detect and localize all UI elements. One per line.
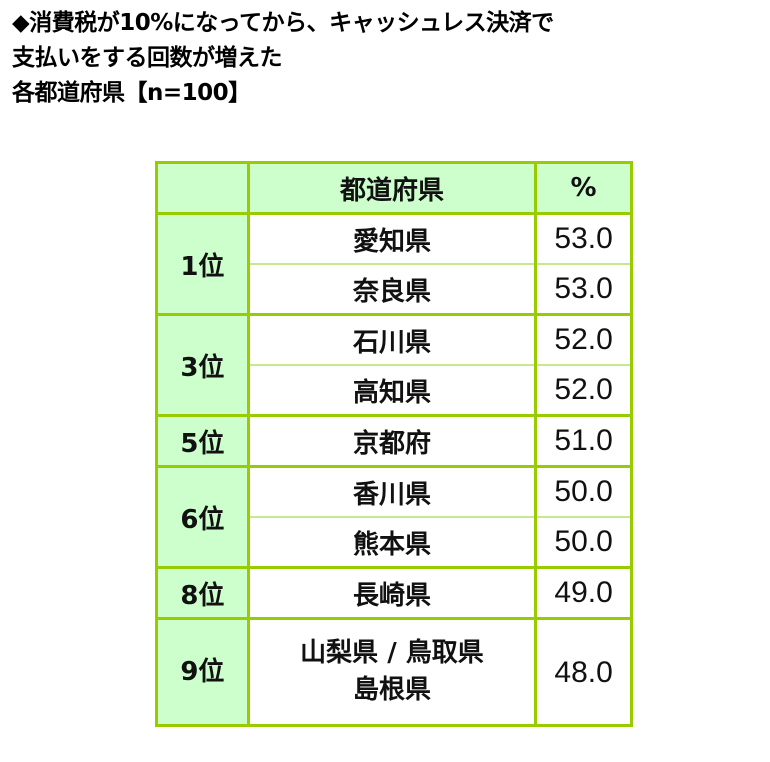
value-cell: 52.0 <box>534 313 633 366</box>
prefecture-cell: 山梨県 / 鳥取県 島根県 <box>246 617 538 727</box>
rank-cell: 5位 <box>155 414 250 468</box>
prefecture-cell: 奈良県 <box>246 263 538 316</box>
header-prefecture: 都道府県 <box>246 161 538 215</box>
prefecture-cell: 愛知県 <box>246 212 538 265</box>
table-row: 8位 長崎県 49.0 <box>155 566 633 620</box>
rank-cell: 6位 <box>155 465 250 569</box>
rank-cell: 9位 <box>155 617 250 727</box>
prefecture-cell: 香川県 <box>246 465 538 518</box>
table-row: 6位 香川県 50.0 <box>155 465 633 569</box>
table-row: 9位 山梨県 / 鳥取県 島根県 48.0 <box>155 617 633 727</box>
ranking-table: 都道府県 % 1位 愛知県 53.0 奈良県 53.0 3位 石川県 52.0 … <box>155 161 633 727</box>
header-rank <box>155 161 250 215</box>
value-cell: 53.0 <box>534 212 633 265</box>
value-cell: 50.0 <box>534 465 633 518</box>
prefecture-cell: 長崎県 <box>246 566 538 620</box>
title-line: ◆消費税が10%になってから、キャッシュレス決済で <box>12 10 554 36</box>
value-cell: 48.0 <box>534 617 633 727</box>
value-cell: 52.0 <box>534 364 633 417</box>
title-line: 各都道府県【n=100】 <box>12 80 251 106</box>
prefecture-cell: 京都府 <box>246 414 538 468</box>
table-row: 1位 愛知県 53.0 <box>155 212 633 316</box>
rank-cell: 8位 <box>155 566 250 620</box>
prefecture-cell: 石川県 <box>246 313 538 366</box>
rank-cell: 1位 <box>155 212 250 316</box>
header-row: 都道府県 % <box>155 161 633 215</box>
value-cell: 53.0 <box>534 263 633 316</box>
table-row: 奈良県 53.0 <box>157 263 633 316</box>
page-title: ◆消費税が10%になってから、キャッシュレス決済で 支払いをする回数が増えた 各… <box>12 6 554 111</box>
value-cell: 49.0 <box>534 566 633 620</box>
value-cell: 50.0 <box>534 516 633 569</box>
title-line: 支払いをする回数が増えた <box>12 45 282 71</box>
header-percent: % <box>534 161 633 215</box>
value-cell: 51.0 <box>534 414 633 468</box>
prefecture-line: 山梨県 / 鳥取県 <box>300 638 484 668</box>
rank-cell: 3位 <box>155 313 250 417</box>
prefecture-cell: 熊本県 <box>246 516 538 569</box>
table-row: 3位 石川県 52.0 <box>155 313 633 417</box>
prefecture-cell: 高知県 <box>246 364 538 417</box>
table-row: 高知県 52.0 <box>157 364 633 417</box>
table-row: 5位 京都府 51.0 <box>155 414 633 468</box>
table-row: 熊本県 50.0 <box>157 516 633 569</box>
prefecture-line: 島根県 <box>352 675 431 705</box>
